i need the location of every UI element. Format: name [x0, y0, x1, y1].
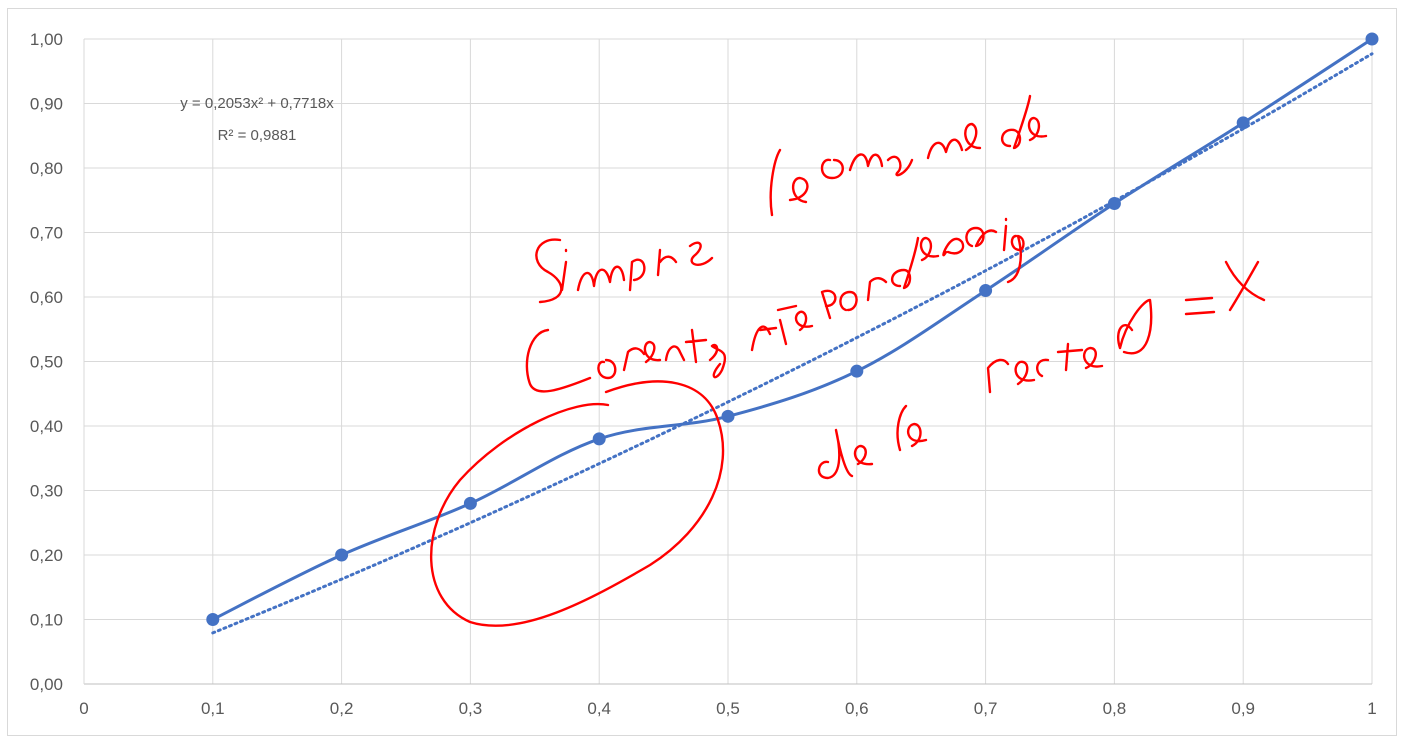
x-tick-label: 0,1: [201, 699, 225, 718]
trendline-equation-line1: y = 0,2053x² + 0,7718x: [180, 95, 334, 112]
data-point: [592, 432, 606, 446]
data-point: [979, 284, 993, 298]
y-tick-label: 0,60: [30, 288, 63, 307]
grid-lines: [84, 38, 1373, 684]
x-tick-label: 0,8: [1103, 699, 1127, 718]
x-tick-label: 0,5: [716, 699, 740, 718]
data-point: [463, 496, 477, 510]
x-axis-tick-labels: 0 0,1 0,2 0,3 0,4 0,5 0,6 0,7 0,8 0,9 1: [79, 699, 1376, 718]
y-tick-label: 0,90: [30, 95, 63, 114]
y-tick-label: 0,10: [30, 611, 63, 630]
x-tick-label: 0,6: [845, 699, 869, 718]
data-point: [335, 548, 349, 562]
y-tick-label: 0,00: [30, 675, 63, 694]
trendline-equation: y = 0,2053x² + 0,7718x R² = 0,9881: [180, 95, 334, 144]
y-tick-label: 0,40: [30, 417, 63, 436]
data-point: [206, 613, 220, 626]
y-tick-label: 1,00: [30, 30, 63, 49]
handwritten-annotation: [430, 94, 1266, 627]
y-tick-label: 0,50: [30, 353, 63, 372]
x-tick-label: 0,4: [587, 699, 611, 718]
trendline: [211, 52, 1374, 635]
handwriting-line-3: [817, 260, 1266, 480]
y-tick-label: 0,80: [30, 159, 63, 178]
x-tick-label: 0,9: [1231, 699, 1255, 718]
y-tick-label: 0,70: [30, 224, 63, 243]
chart-frame: [7, 8, 1397, 736]
y-tick-label: 0,30: [30, 482, 63, 501]
y-tick-label: 0,20: [30, 546, 63, 565]
handwriting-line-2: [525, 217, 1025, 393]
trendline-path: [211, 52, 1374, 635]
data-point: [1365, 32, 1379, 46]
circled-region-mark: [430, 380, 725, 627]
series-line: [212, 37, 1373, 621]
data-point: [850, 364, 864, 378]
data-point: [721, 409, 735, 423]
x-tick-label: 0,2: [330, 699, 354, 718]
x-tick-label: 0,3: [459, 699, 483, 718]
data-point: [1107, 196, 1121, 210]
x-tick-label: 1: [1367, 699, 1376, 718]
trendline-r-squared: R² = 0,9881: [218, 127, 297, 144]
data-point: [1236, 116, 1250, 130]
y-axis-tick-labels: 0,00 0,10 0,20 0,30 0,40 0,50 0,60 0,70 0,80 0,90…: [30, 30, 63, 694]
axis-lines: [83, 39, 1372, 685]
handwriting-line-1: [535, 94, 1048, 304]
x-tick-label: 0,7: [974, 699, 998, 718]
data-series: [206, 32, 1379, 626]
x-tick-label: 0: [79, 699, 88, 718]
